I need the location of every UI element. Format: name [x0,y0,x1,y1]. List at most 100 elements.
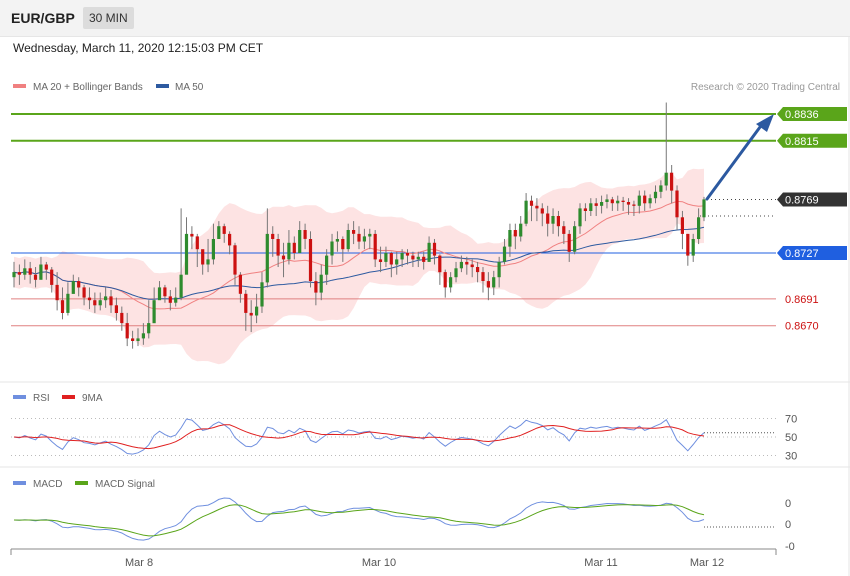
legend-ma20: MA 20 + Bollinger Bands [33,82,143,93]
candle-body [389,253,393,265]
candle-body [502,246,507,262]
candle-body [141,333,145,339]
candle-body [422,256,426,262]
legend-macd-signal: MACD Signal [95,479,155,490]
macd-line [13,497,705,541]
candle-body [60,300,65,313]
candle [476,261,480,283]
candle [238,272,242,303]
x-axis: Mar 8 Mar 10 Mar 11 Mar 12 [10,548,777,569]
bollinger-band-area [14,168,704,365]
level-tag-pivot [777,246,847,260]
candle-body [395,259,399,265]
candle [179,208,183,301]
candle-body [238,274,242,294]
candle-body [443,272,447,288]
candle [120,306,124,331]
candle-body [17,272,21,275]
candle-body [540,208,544,214]
candle-body [368,233,372,237]
candle-body [174,297,178,303]
candle [529,195,534,222]
candle-body [319,274,323,293]
candle [670,165,674,204]
candle [497,256,501,288]
price-levels: 0.8836 0.8815 0.8769 0.8727 0.8691 0.8670 [11,107,847,333]
legend-swatch-rsi-ma [62,395,75,399]
candle-body [325,255,329,275]
candle [125,312,129,347]
candle-body [535,205,539,209]
candle-body [400,253,404,260]
candle [44,261,48,280]
candle-body [157,287,162,301]
x-tick-label: Mar 8 [125,557,153,569]
candle [502,238,507,265]
macd-legend: MACD MACD Signal [13,479,155,490]
candle-body [589,203,593,211]
candle-body [470,264,474,268]
candle-body [411,255,415,260]
candle-body [702,199,706,218]
candle [583,203,587,222]
candle [492,270,496,296]
candle-body [211,239,215,260]
candle-body [298,230,302,253]
candle-body [98,300,102,306]
candle [357,226,361,250]
candle-body [281,255,286,260]
candle-body [352,230,356,234]
candle [174,287,178,307]
candle-body [244,293,248,313]
candle [82,284,86,306]
candle-body [87,297,92,301]
timeframe-button[interactable]: 30 MIN [83,7,134,29]
candle-body [276,239,280,256]
macd-tick-label: -0 [785,541,795,553]
candle-body [546,213,550,224]
candle-body [610,199,614,204]
candle [114,297,118,321]
candle [395,251,399,275]
candle [427,236,431,262]
level-label-resistance: 0.8815 [785,136,819,148]
candle [319,264,323,301]
candle-body [341,239,345,250]
candle [632,200,636,217]
candle [104,287,108,308]
candle [524,193,528,227]
symbol-title: EUR/GBP [11,10,75,26]
chart-datetime: Wednesday, March 11, 2020 12:15:03 PM CE… [13,41,264,55]
legend-swatch-ma20 [13,84,26,88]
candle-body [551,216,555,224]
candle [60,287,65,320]
candle [147,300,151,339]
candle-body [454,268,458,278]
credit-text: Research © 2020 Trading Central [691,82,840,93]
candle [653,185,658,204]
candle [567,230,571,262]
candle-body [28,268,32,275]
candle [168,289,172,311]
candle [373,230,377,268]
header-bar: EUR/GBP 30 MIN [0,0,850,37]
candle [206,238,210,273]
legend-swatch-macd [13,481,26,485]
candle-body [222,226,226,234]
candle [449,272,453,293]
candle-body [449,277,453,288]
candle [39,256,43,280]
candle-body [432,242,437,256]
candle [249,300,253,333]
ma50-line [13,226,705,300]
candle [637,190,641,214]
candle [621,196,625,211]
candle [157,281,162,301]
legend-swatch-rsi [13,395,26,399]
level-label-pivot: 0.8727 [785,248,819,260]
candle [23,259,27,280]
candle-body [632,204,636,206]
candle-body [643,195,647,204]
candle [217,221,221,239]
